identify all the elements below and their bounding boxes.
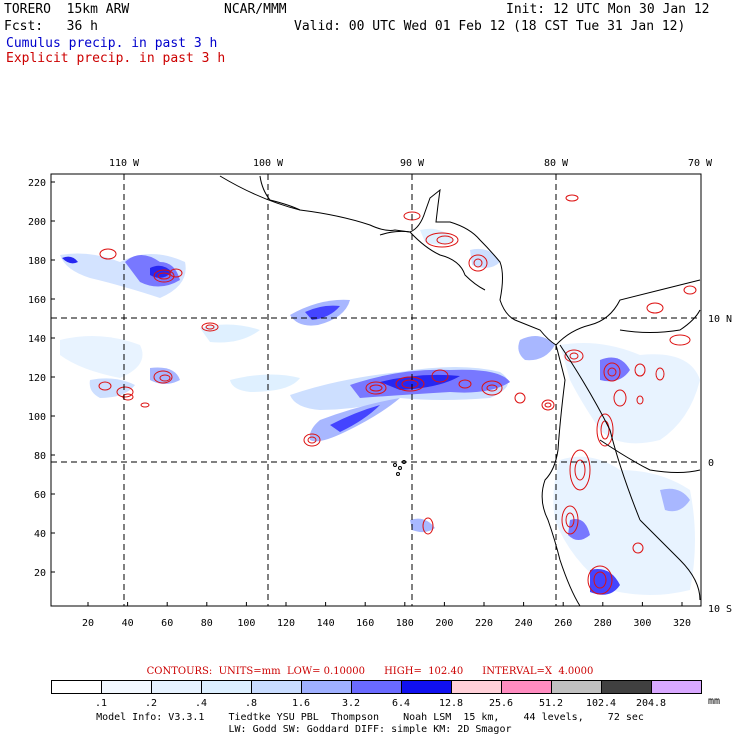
colorbar-cell: [51, 680, 102, 694]
x-axis: 20 40 60 80 100 120 140 160 180 200 220 240 260 280 30…: [82, 602, 691, 629]
x-tick-label: 220: [475, 618, 493, 629]
colorbar-cell: [201, 680, 252, 694]
x-tick-label: 100: [237, 618, 255, 629]
y-tick-label: 60: [34, 490, 46, 501]
x-tick-label: 60: [161, 618, 173, 629]
colorbar-cell: [551, 680, 602, 694]
x-tick-label: 300: [633, 618, 651, 629]
explicit-precip-contours: [98, 194, 697, 595]
x-tick-label: 200: [435, 618, 453, 629]
colorbar-cell: [251, 680, 302, 694]
model-name: TORERO 15km ARW: [4, 2, 130, 17]
y-tick-label: 100: [28, 412, 46, 423]
colorbar-label: 6.4: [391, 698, 411, 709]
explicit-field-title: Explicit precip. in past 3 h: [6, 51, 226, 66]
y-tick-label: 160: [28, 295, 46, 306]
lat-label: 0: [708, 458, 714, 469]
lon-label: 70 W: [688, 158, 713, 169]
x-tick-label: 40: [122, 618, 134, 629]
colorbar-cell: [501, 680, 552, 694]
model-info-line2: LW: Godd SW: Goddard DIFF: simple KM: 2D…: [228, 724, 512, 735]
x-tick-label: 140: [317, 618, 335, 629]
y-tick-label: 80: [34, 451, 46, 462]
x-tick-label: 260: [554, 618, 572, 629]
colorbar-label: 25.6: [488, 698, 514, 709]
cumulus-precip-shading: [60, 228, 700, 595]
lon-label: 110 W: [109, 158, 140, 169]
x-tick-label: 240: [515, 618, 533, 629]
colorbar-unit: mm: [708, 696, 721, 707]
init-time: Init: 12 UTC Mon 30 Jan 12: [506, 2, 710, 17]
lon-label: 100 W: [253, 158, 284, 169]
x-tick-label: 280: [594, 618, 612, 629]
coastlines: [219, 175, 701, 607]
x-tick-label: 320: [673, 618, 691, 629]
colorbar-cell: [651, 680, 702, 694]
y-tick-label: 20: [34, 568, 46, 579]
colorbar-label: .4: [194, 698, 208, 709]
lat-label: 10 N: [708, 314, 732, 325]
lat-label: 10 S: [708, 604, 732, 615]
colorbar-label: 102.4: [585, 698, 617, 709]
colorbar-cell: [301, 680, 352, 694]
colorbar-cell: [151, 680, 202, 694]
y-tick-label: 220: [28, 178, 46, 189]
colorbar-label: 12.8: [438, 698, 464, 709]
y-tick-label: 180: [28, 256, 46, 267]
colorbar-label: 3.2: [341, 698, 361, 709]
colorbar-label: .1: [94, 698, 108, 709]
colorbar-label: .8: [244, 698, 258, 709]
y-axis: 220 200 180 160 140 120 100 80 60 40 20: [28, 178, 55, 579]
lon-label: 90 W: [400, 158, 425, 169]
y-tick-label: 40: [34, 529, 46, 540]
y-tick-label: 200: [28, 217, 46, 228]
latlon-grid: [51, 174, 701, 606]
colorbar-cell: [601, 680, 652, 694]
valid-time: Valid: 00 UTC Wed 01 Feb 12 (18 CST Tue …: [294, 19, 686, 34]
y-tick-label: 140: [28, 334, 46, 345]
y-tick-label: 120: [28, 373, 46, 384]
x-tick-label: 180: [396, 618, 414, 629]
forecast-hour: Fcst: 36 h: [4, 19, 98, 34]
colorbar-label: 51.2: [538, 698, 564, 709]
colorbar-cell: [451, 680, 502, 694]
model-info-line1: Model Info: V3.3.1 Tiedtke YSU PBL Thomp…: [96, 712, 644, 723]
x-tick-label: 160: [356, 618, 374, 629]
colorbar-cell: [401, 680, 452, 694]
colorbar-cell: [351, 680, 402, 694]
x-tick-label: 80: [201, 618, 213, 629]
cumulus-field-title: Cumulus precip. in past 3 h: [6, 36, 218, 51]
contour-info: CONTOURS: UNITS=mm LOW= 0.10000 HIGH= 10…: [146, 666, 594, 677]
colorbar-label: .2: [144, 698, 158, 709]
organization: NCAR/MMM: [224, 2, 287, 17]
x-tick-label: 120: [277, 618, 295, 629]
x-tick-label: 20: [82, 618, 94, 629]
colorbar-label: 1.6: [291, 698, 311, 709]
colorbar-label: 204.8: [635, 698, 667, 709]
colorbar-cell: [101, 680, 152, 694]
lon-label: 80 W: [544, 158, 569, 169]
